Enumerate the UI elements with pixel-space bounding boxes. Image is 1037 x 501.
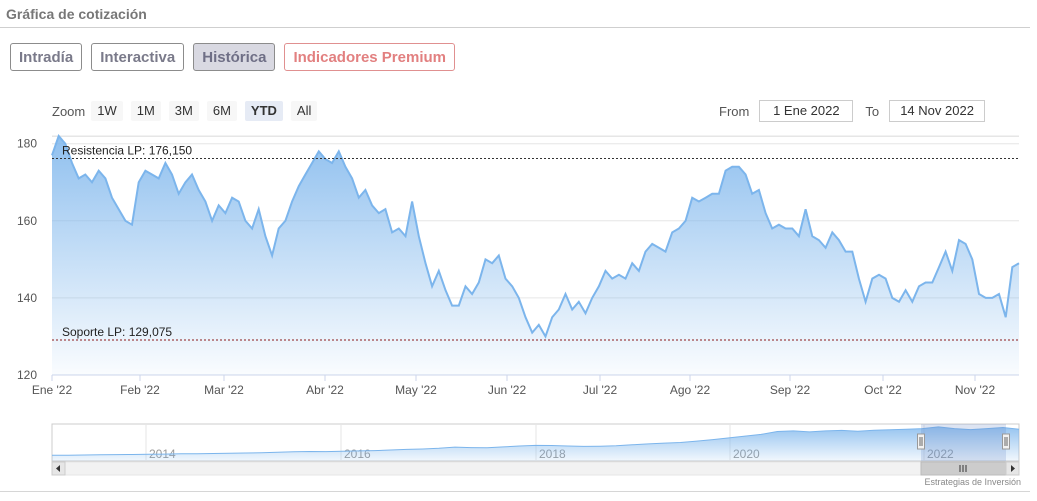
support-label: Soporte LP: 129,075	[62, 325, 172, 339]
reference-lines: Resistencia LP: 176,150 Soporte LP: 129,0…	[52, 144, 1019, 341]
x-tick-label: Abr '22	[306, 383, 344, 397]
x-tick-label: Sep '22	[770, 383, 811, 397]
x-tick-label: Ago '22	[670, 383, 711, 397]
y-tick-label: 180	[17, 137, 37, 151]
x-tick-label: Ene '22	[32, 383, 73, 397]
tab-intradia[interactable]: Intradía	[10, 43, 83, 71]
zoom-selector: Zoom 1W 1M 3M 6M YTD All	[52, 101, 325, 121]
from-date-input[interactable]: 1 Ene 2022	[759, 100, 854, 122]
x-tick-label: Jun '22	[488, 383, 527, 397]
page-title: Gráfica de cotización	[6, 6, 147, 22]
navigator-area	[52, 426, 1019, 461]
tab-interactiva[interactable]: Interactiva	[91, 43, 185, 71]
scrollbar-track	[51, 461, 1020, 476]
x-tick-label: Nov '22	[955, 383, 996, 397]
zoom-1w-button[interactable]: 1W	[91, 101, 123, 121]
x-tick-label: Mar '22	[204, 383, 244, 397]
arrow-left-icon	[56, 465, 60, 472]
zoom-6m-button[interactable]: 6M	[206, 101, 237, 121]
from-label: From	[719, 103, 750, 119]
to-date-input[interactable]: 14 Nov 2022	[889, 100, 986, 122]
navigator: 20142016201820202022	[51, 423, 1020, 476]
title-divider	[0, 27, 1030, 28]
bottom-divider	[0, 491, 1030, 492]
zoom-1m-button[interactable]: 1M	[130, 101, 161, 121]
y-tick-label: 160	[17, 214, 37, 228]
tab-historica[interactable]: Histórica	[193, 43, 276, 71]
resistance-label: Resistencia LP: 176,150	[62, 144, 192, 158]
to-label: To	[865, 103, 880, 119]
tab-indicadores-premium[interactable]: Indicadores Premium	[284, 43, 455, 71]
credits-text: Estrategias de Inversión	[924, 477, 1021, 487]
zoom-ytd-button[interactable]: YTD	[244, 101, 283, 121]
navigator-selection	[921, 424, 1006, 461]
navigator-line	[52, 426, 1020, 456]
navigator-left-handle[interactable]	[917, 433, 925, 450]
x-tick-label: Feb '22	[120, 383, 160, 397]
x-tick-label: May '22	[395, 383, 437, 397]
axis-labels: 120 140 160 180 Ene '22 Feb '22 Mar '22 Abr '22…	[17, 137, 995, 397]
x-tick-label: Jul '22	[583, 383, 618, 397]
y-tick-label: 120	[17, 368, 37, 382]
x-tick-label: Oct '22	[864, 383, 902, 397]
series-area	[51, 134, 1020, 375]
navigator-right-handle[interactable]	[1002, 433, 1010, 450]
arrow-right-icon	[1011, 465, 1015, 472]
zoom-3m-button[interactable]: 3M	[168, 101, 199, 121]
y-tick-label: 140	[17, 291, 37, 305]
zoom-all-button[interactable]: All	[290, 101, 318, 121]
date-range: From 1 Ene 2022 To 14 Nov 2022	[719, 100, 986, 122]
chart-tabs: Intradía Interactiva Histórica Indicador…	[10, 43, 455, 71]
zoom-label: Zoom	[52, 103, 86, 119]
series-area-fill	[52, 136, 1019, 375]
series-line	[51, 134, 1020, 339]
